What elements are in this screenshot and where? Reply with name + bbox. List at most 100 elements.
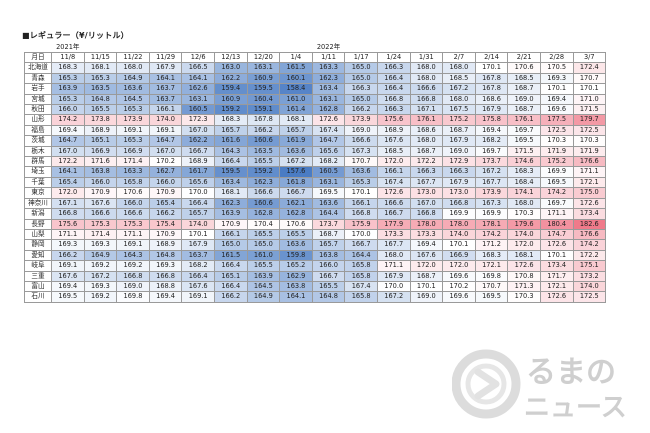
price-cell: 170.6	[116, 187, 150, 199]
price-cell: 169.9	[474, 208, 509, 220]
price-cell: 160.1	[279, 72, 313, 85]
price-cell: 159.2	[246, 166, 281, 178]
price-cell: 168.5	[442, 72, 476, 85]
table-row: 新潟 166.8 166.6 166.6 166.2 165.7 163.9 162.8 162…	[24, 208, 607, 220]
price-cell: 171.5	[572, 104, 607, 116]
price-cell: 168.7	[507, 83, 541, 95]
price-cell: 166.7	[181, 145, 215, 158]
year-header-cell	[377, 43, 410, 53]
price-cell: 168.1	[507, 249, 541, 262]
price-cell: 167.4	[344, 280, 378, 293]
price-cell: 166.0	[116, 197, 150, 210]
price-cell: 166.8	[409, 208, 444, 220]
price-cell: 164.7	[51, 135, 85, 147]
price-cell: 168.4	[507, 176, 541, 189]
price-cell: 176.6	[572, 228, 607, 241]
price-cell: 169.5	[474, 291, 509, 303]
table-row: 愛知 166.2 164.9 164.3 164.8 163.7 161.5 161.0 159…	[24, 249, 607, 262]
price-cell: 175.0	[572, 187, 607, 199]
prefecture-cell: 山形	[24, 114, 52, 126]
price-cell: 167.1	[51, 197, 85, 210]
price-cell: 169.9	[539, 166, 574, 178]
year-header-cell: 2021年	[51, 43, 85, 53]
price-cell: 174.0	[442, 228, 476, 241]
price-cell: 167.7	[409, 176, 444, 189]
price-cell: 172.5	[539, 124, 574, 137]
price-cell: 174.1	[507, 187, 541, 199]
price-cell: 168.7	[409, 270, 444, 282]
price-cell: 175.2	[539, 156, 574, 168]
price-cell: 167.4	[376, 176, 411, 189]
price-cell: 179.6	[507, 218, 541, 230]
table-row: 岩手 163.9 163.5 163.6 163.7 162.6 159.4 159.5 158…	[24, 83, 607, 95]
price-cell: 165.5	[246, 228, 281, 241]
price-cell: 165.3	[51, 93, 85, 106]
price-cell: 159.5	[213, 166, 248, 178]
price-cell: 168.3	[213, 114, 248, 126]
price-cell: 169.7	[539, 197, 574, 210]
price-cell: 164.8	[311, 291, 346, 303]
price-cell: 171.0	[572, 93, 607, 106]
price-cell: 170.1	[572, 83, 607, 95]
price-cell: 170.9	[148, 187, 183, 199]
price-cell: 166.6	[246, 187, 281, 199]
price-cell: 165.5	[279, 228, 313, 241]
date-header: 11/15	[83, 51, 118, 64]
price-cell: 172.6	[572, 197, 607, 210]
price-cell: 167.6	[409, 249, 444, 262]
price-cell: 165.8	[116, 176, 150, 189]
price-cell: 166.4	[181, 270, 215, 282]
date-header: 12/6	[181, 51, 215, 64]
year-header-cell	[84, 43, 117, 53]
price-cell: 168.5	[507, 72, 541, 85]
price-cell: 170.0	[376, 280, 411, 293]
price-cell: 172.6	[539, 291, 574, 303]
prefecture-cell: 秋田	[24, 104, 52, 116]
year-header-cell	[280, 43, 313, 53]
price-cell: 169.0	[344, 124, 378, 137]
price-cell: 169.6	[539, 104, 574, 116]
price-cell: 173.9	[116, 114, 150, 126]
price-cell: 159.8	[279, 249, 313, 262]
price-cell: 160.4	[246, 93, 281, 106]
price-cell: 175.3	[83, 218, 118, 230]
price-cell: 171.6	[83, 156, 118, 168]
price-cell: 170.3	[507, 208, 541, 220]
year-header-cell	[345, 43, 378, 53]
logo-text-bottom: ニュース	[524, 393, 627, 423]
price-cell: 169.1	[148, 124, 183, 137]
price-cell: 172.6	[507, 260, 541, 272]
prefecture-cell: 群馬	[24, 156, 52, 168]
price-cell: 174.6	[507, 156, 541, 168]
year-header-cell	[25, 43, 52, 53]
price-cell: 170.1	[442, 239, 476, 251]
price-cell: 166.2	[148, 208, 183, 220]
price-cell: 172.1	[572, 176, 607, 189]
price-cell: 173.0	[409, 187, 444, 199]
price-cell: 166.4	[213, 280, 248, 293]
price-cell: 161.5	[213, 249, 248, 262]
price-cell: 165.3	[344, 176, 378, 189]
price-cell: 171.1	[376, 260, 411, 272]
price-cell: 164.3	[116, 249, 150, 262]
price-cell: 165.3	[51, 72, 85, 85]
date-header: 12/20	[246, 51, 281, 64]
price-cell: 165.0	[213, 239, 248, 251]
price-cell: 177.5	[539, 114, 574, 126]
price-cell: 165.0	[344, 62, 378, 74]
price-cell: 163.3	[116, 166, 150, 178]
price-cell: 163.6	[279, 145, 313, 158]
price-cell: 169.8	[116, 291, 150, 303]
price-cell: 168.9	[148, 239, 183, 251]
price-cell: 169.3	[539, 72, 574, 85]
price-cell: 171.9	[539, 145, 574, 158]
price-cell: 168.2	[181, 260, 215, 272]
table-row: 東京 172.0 170.9 170.6 170.9 170.0 168.1 166.6 166…	[24, 187, 607, 199]
price-cell: 175.6	[376, 114, 411, 126]
price-cell: 172.3	[181, 114, 215, 126]
year-header-cell	[540, 43, 573, 53]
price-cell: 166.0	[83, 176, 118, 189]
price-cell: 170.2	[148, 156, 183, 168]
price-cell: 167.0	[51, 145, 85, 158]
price-cell: 172.5	[572, 291, 607, 303]
